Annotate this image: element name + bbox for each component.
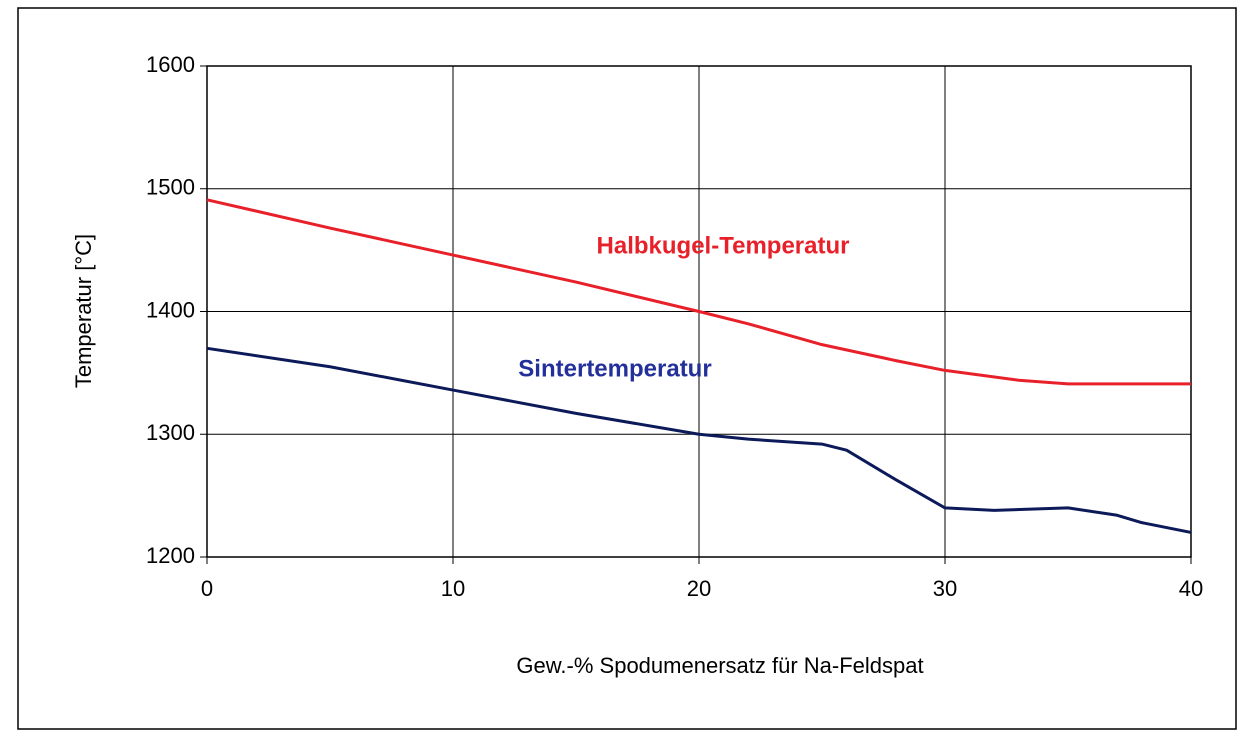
y-tick-label: 1400 — [146, 297, 195, 322]
y-tick-label: 1300 — [146, 420, 195, 445]
y-tick-label: 1600 — [146, 52, 195, 77]
x-tick-label: 40 — [1179, 576, 1203, 601]
y-tick-label: 1200 — [146, 543, 195, 568]
frame — [17, 7, 1237, 730]
series-line — [206, 346, 1192, 534]
x-axis-label: Gew.-% Spodumenersatz für Na-Feldspat — [516, 653, 923, 678]
x-tick-label: 0 — [201, 576, 213, 601]
y-tick-label: 1500 — [146, 175, 195, 200]
series-line — [206, 198, 1191, 386]
series-label: Halbkugel-Temperatur — [597, 232, 850, 259]
x-tick-label: 30 — [933, 576, 957, 601]
x-tick-label: 20 — [687, 576, 711, 601]
x-tick-label: 10 — [441, 576, 465, 601]
series-label: Sintertemperatur — [518, 355, 711, 382]
y-axis-label: Temperatur [°C] — [71, 234, 96, 388]
